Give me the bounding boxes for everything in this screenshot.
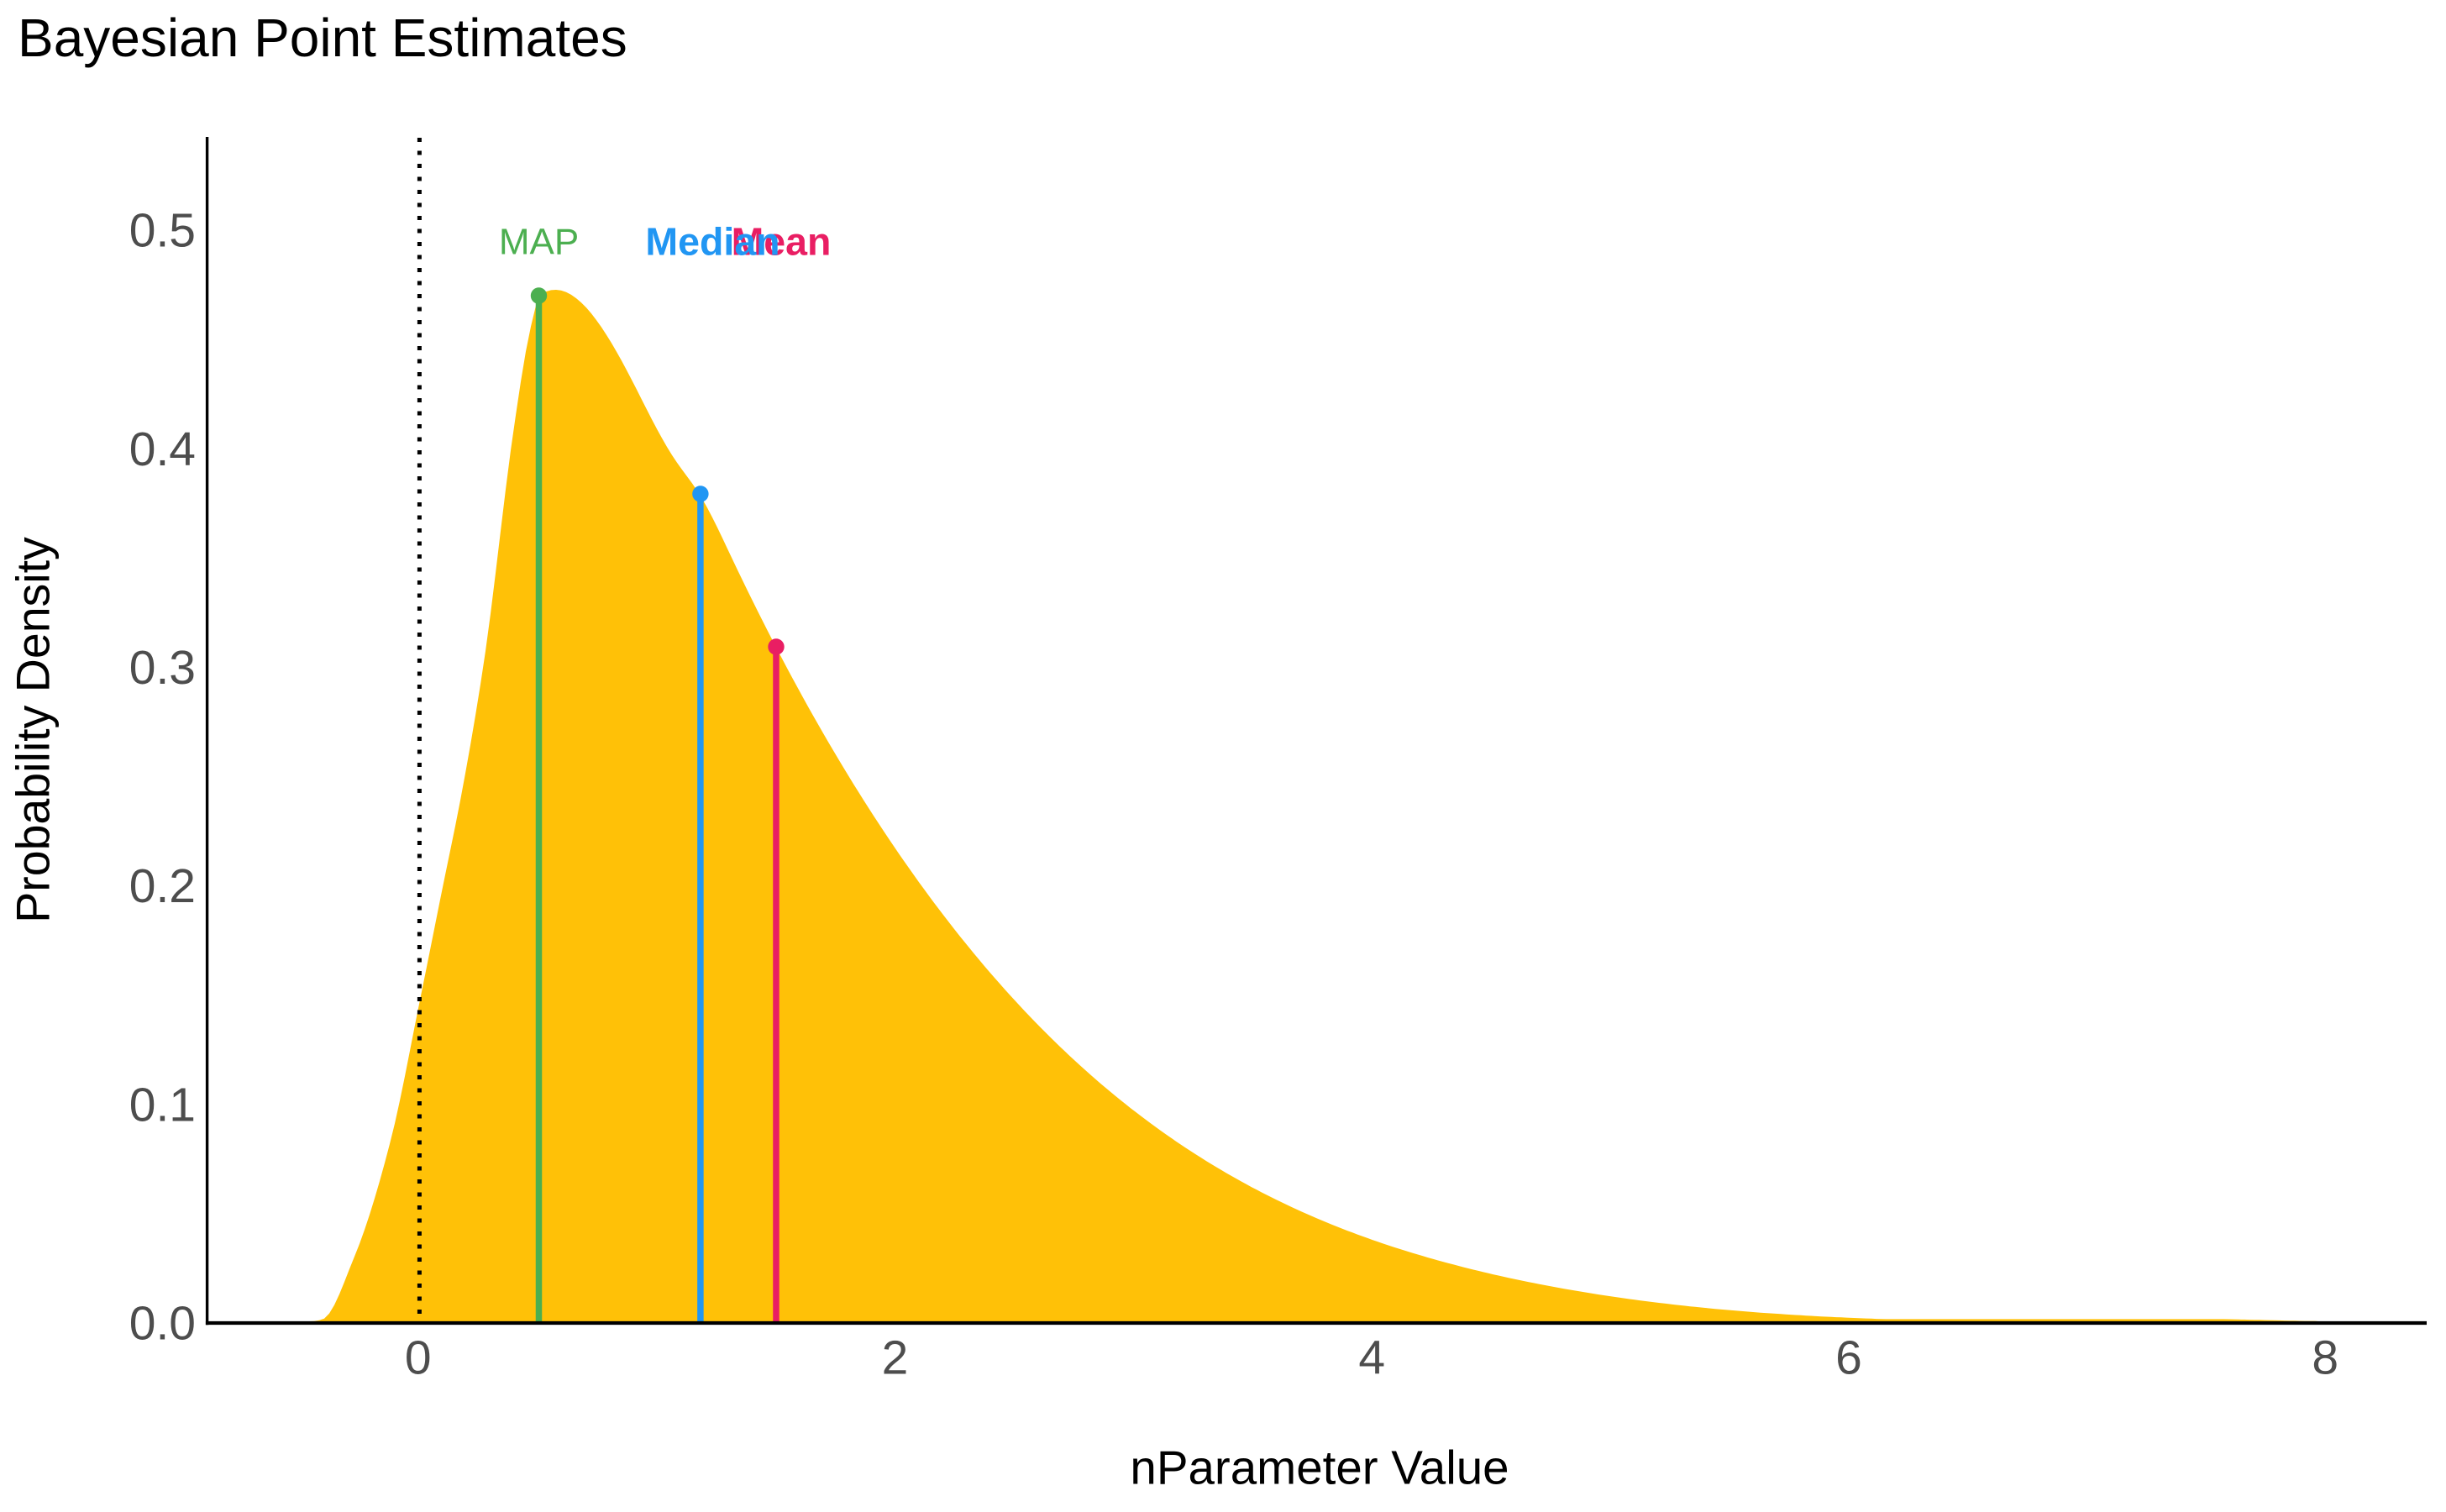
- svg-text:MAP: MAP: [499, 221, 579, 262]
- svg-text:nParameter Value: nParameter Value: [1130, 1441, 1509, 1494]
- svg-text:Bayesian Point Estimates: Bayesian Point Estimates: [18, 8, 627, 68]
- svg-text:0.5: 0.5: [129, 204, 196, 258]
- svg-text:0.2: 0.2: [129, 859, 196, 913]
- svg-text:0.3: 0.3: [129, 641, 196, 695]
- svg-text:4: 4: [1358, 1331, 1385, 1384]
- svg-text:0.1: 0.1: [129, 1078, 196, 1131]
- svg-text:Probability Density: Probability Density: [8, 537, 60, 923]
- svg-text:6: 6: [1835, 1331, 1862, 1384]
- svg-text:0: 0: [405, 1331, 432, 1384]
- svg-text:8: 8: [2312, 1331, 2338, 1384]
- svg-text:2: 2: [882, 1331, 909, 1384]
- svg-text:0.0: 0.0: [129, 1297, 196, 1351]
- svg-text:Mean: Mean: [732, 220, 832, 264]
- svg-text:Median: Median: [645, 220, 779, 264]
- svg-text:0.4: 0.4: [129, 423, 196, 476]
